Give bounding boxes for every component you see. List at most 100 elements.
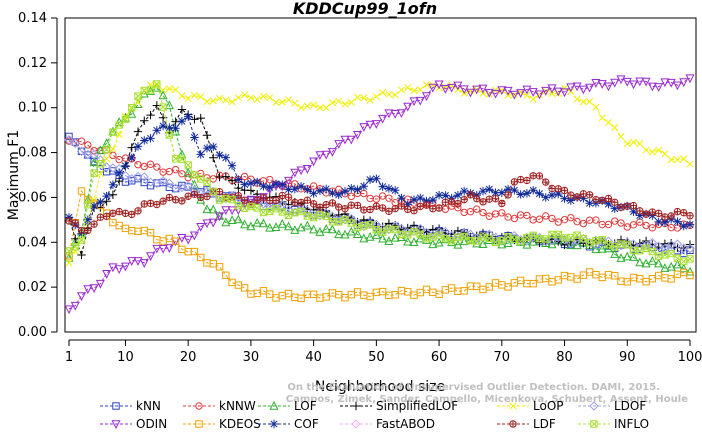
- data-point: [284, 221, 294, 231]
- data-point: [334, 229, 344, 239]
- data-point: [385, 90, 393, 98]
- data-point: [190, 171, 199, 179]
- data-point: [485, 195, 493, 203]
- data-point: [560, 84, 569, 92]
- data-point: [246, 179, 256, 188]
- data-point: [685, 74, 695, 84]
- data-point: [309, 290, 318, 299]
- data-point: [542, 212, 550, 220]
- data-point: [152, 244, 162, 254]
- data-point: [203, 178, 211, 186]
- data-point: [453, 81, 463, 91]
- data-point: [77, 236, 86, 244]
- data-point: [385, 194, 393, 202]
- data-point: [623, 202, 631, 210]
- data-point: [302, 165, 312, 174]
- data-point: [328, 199, 337, 207]
- data-point: [680, 155, 688, 163]
- data-point: [165, 123, 174, 132]
- data-point: [70, 236, 80, 246]
- data-point: [77, 292, 87, 302]
- data-point: [353, 130, 363, 140]
- data-point: [654, 83, 664, 92]
- data-point: [297, 104, 305, 112]
- data-point: [190, 190, 199, 198]
- data-point: [189, 179, 199, 189]
- data-point: [165, 193, 174, 202]
- data-point: [266, 196, 274, 205]
- data-point: [108, 180, 118, 189]
- data-point: [222, 96, 230, 104]
- data-point: [152, 126, 162, 135]
- data-point: [409, 195, 419, 204]
- data-point: [321, 184, 331, 194]
- data-point: [178, 92, 186, 100]
- data-point: [309, 157, 319, 167]
- data-point: [686, 212, 694, 220]
- data-point: [560, 240, 569, 250]
- data-point: [297, 198, 305, 207]
- data-point: [303, 102, 311, 110]
- data-point: [340, 187, 350, 196]
- data-point: [228, 195, 236, 204]
- data-point: [491, 188, 500, 197]
- data-point: [84, 226, 92, 235]
- data-point: [460, 232, 468, 241]
- data-point: [366, 205, 374, 214]
- legend-label: kNNW: [219, 399, 256, 413]
- data-point: [71, 243, 79, 251]
- data-point: [259, 92, 268, 100]
- data-point: [121, 209, 130, 218]
- data-point: [654, 209, 663, 218]
- data-point: [592, 216, 600, 224]
- data-point: [503, 86, 513, 96]
- data-point: [184, 192, 192, 200]
- series-line: [68, 77, 691, 310]
- data-point: [158, 121, 168, 131]
- series-ldf: [65, 172, 694, 235]
- data-point: [372, 195, 381, 203]
- data-point: [353, 288, 362, 296]
- legend-label: LDF: [533, 417, 556, 431]
- data-point: [114, 168, 124, 178]
- data-point: [686, 255, 694, 263]
- data-point: [202, 143, 212, 153]
- data-point: [65, 217, 73, 225]
- data-point: [497, 188, 507, 197]
- data-point: [146, 199, 155, 208]
- data-point: [617, 219, 625, 227]
- data-point: [542, 87, 550, 95]
- data-point: [485, 212, 493, 220]
- data-point: [140, 116, 149, 125]
- data-point: [177, 234, 187, 243]
- data-point: [553, 87, 563, 97]
- data-point: [121, 115, 130, 124]
- legend-label: LoOP: [533, 399, 564, 413]
- data-point: [252, 177, 262, 187]
- data-point: [203, 192, 211, 201]
- data-point: [209, 187, 217, 196]
- data-point: [661, 213, 669, 221]
- legend-marker: [351, 419, 361, 429]
- data-point: [560, 186, 569, 195]
- data-point: [428, 225, 438, 234]
- data-point: [297, 207, 305, 216]
- data-point: [416, 202, 424, 211]
- data-point: [346, 226, 356, 236]
- data-point: [635, 257, 645, 267]
- data-point: [509, 90, 519, 100]
- data-point: [591, 79, 601, 88]
- data-point: [252, 217, 262, 227]
- legend-item-lof: LOF: [258, 399, 317, 413]
- data-point: [560, 215, 569, 224]
- data-point: [221, 217, 231, 227]
- data-point: [190, 133, 199, 142]
- data-point: [366, 292, 374, 301]
- legend-label: SimplifiedLOF: [376, 399, 458, 413]
- data-point: [504, 283, 512, 291]
- data-point: [435, 290, 443, 298]
- data-point: [466, 191, 475, 199]
- data-point: [453, 239, 463, 249]
- data-point: [459, 85, 469, 95]
- data-point: [372, 174, 381, 183]
